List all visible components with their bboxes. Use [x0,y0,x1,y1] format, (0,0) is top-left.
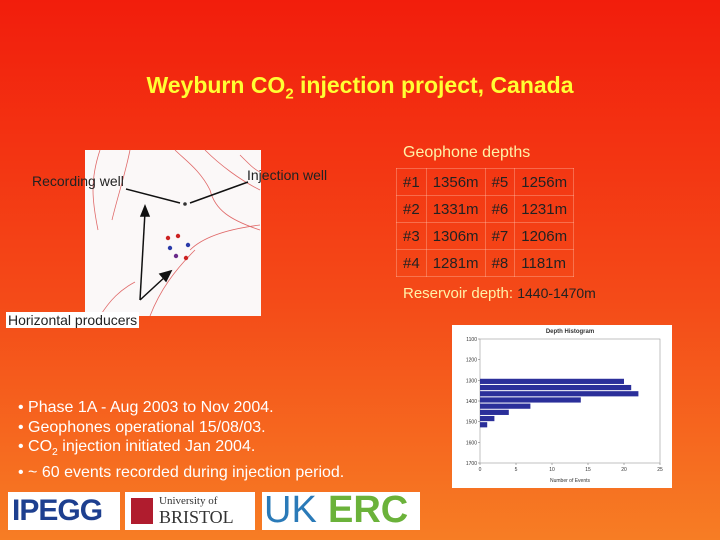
geophone-table: #1 1356m #5 1256m #2 1331m #6 1231m #3 1306m #7 120… [396,168,575,277]
logo-text: University of [159,495,218,507]
y-tick-label: 1700 [466,461,477,467]
bullet: • Geophones operational 15/08/03. [18,418,266,436]
bullet-text: injection initiated Jan 2004. [57,438,256,455]
logo-bristol: University of BRISTOL [125,492,255,530]
bullet-text: CO [28,438,53,455]
logo-ukerc: UK ERC [262,489,420,531]
table-title: Geophone depths [403,144,531,161]
title-subscript: 2 [285,85,294,103]
bar [480,415,495,422]
x-axis-label: Number of Events [550,478,591,484]
table-row: #2 1331m #6 1231m [396,195,575,223]
bar [480,384,632,391]
y-tick-label: 1100 [466,337,477,343]
well-dots [165,202,191,261]
dot [173,253,179,259]
histogram: Depth Histogram Number of Events 1100 1200 1… [452,325,672,488]
table-cell: 1256m [514,168,575,196]
map-label: Horizontal producers [6,312,140,328]
logo-text: UK [264,489,317,531]
map-label: Injection well [247,167,328,183]
bar [480,422,488,428]
table-cell: #6 [484,195,516,223]
x-tick-label: 5 [515,467,518,473]
dot [167,245,173,251]
dot [185,242,191,248]
bullet-list: • Phase 1A - Aug 2003 to Nov 2004. • Geo… [18,398,344,482]
y-tick-label: 1300 [466,378,477,384]
map-background [85,150,261,316]
bar [480,391,639,397]
reservoir-label: Reservoir depth: [403,285,514,302]
table-row: #3 1306m #7 1206m [396,222,575,250]
x-tick-label: 25 [657,467,663,473]
chart-title: Depth Histogram [546,329,594,335]
arrows [125,181,249,301]
logo-text: ERC [328,489,409,531]
title-text: injection project, Canada [293,72,574,98]
title-text: Weyburn CO [146,72,286,98]
logo-ipegg: IPEGG [8,492,120,530]
table-cell: #5 [484,168,516,196]
table-row: #1 1356m #5 1256m [396,168,575,196]
table-cell: 1206m [514,222,575,250]
table-cell: #4 [396,249,427,277]
table-cell: 1281m [425,249,486,277]
slide-title: Weyburn CO2 injection project, Canada [0,72,720,103]
bar [480,378,624,384]
dot [183,202,187,206]
table-cell: 1356m [425,168,486,196]
reservoir-value: 1440-1470m [517,285,596,301]
dot [165,235,171,241]
logo-text: IPEGG [12,494,103,527]
bullet-subscript: 2 [52,447,58,459]
table-cell: 1306m [425,222,486,250]
bullet: • Phase 1A - Aug 2003 to Nov 2004. [18,399,274,416]
table-row: #4 1281m #8 1181m [396,249,575,277]
bullet: • ~ 60 events recorded during injection … [18,463,345,481]
bar [480,403,531,409]
table-cell: #2 [396,195,427,223]
x-tick-label: 20 [621,467,627,473]
bullet-text: Phase 1A - Aug 2003 to Nov 2004. [28,399,274,416]
logo-text: BRISTOL [159,507,234,527]
y-tick-label: 1400 [466,399,477,405]
y-tick-label: 1500 [466,420,477,426]
bullet-text: Geophones operational 15/08/03. [28,418,266,436]
dot [175,233,181,239]
y-tick-label: 1200 [466,358,477,364]
table-cell: 1231m [514,195,575,223]
bullet-text: ~ 60 events recorded during injection pe… [28,463,345,481]
table-cell: #8 [484,249,516,277]
reservoir-depth: Reservoir depth: 1440-1470m [403,285,596,302]
table-cell: 1181m [514,249,575,277]
x-tick-label: 10 [549,467,555,473]
map-label: Recording well [32,173,124,189]
table-cell: #3 [396,222,427,250]
dot [183,255,189,261]
table-cell: 1331m [425,195,486,223]
x-tick-label: 0 [479,467,482,473]
bullet: • CO2 injection initiated Jan 2004. [18,438,256,459]
bar [480,409,509,415]
table-cell: #1 [396,168,427,196]
bar [480,397,581,403]
x-tick-label: 15 [585,467,591,473]
crest [131,498,153,524]
y-tick-label: 1600 [466,440,477,446]
table-cell: #7 [484,222,516,250]
